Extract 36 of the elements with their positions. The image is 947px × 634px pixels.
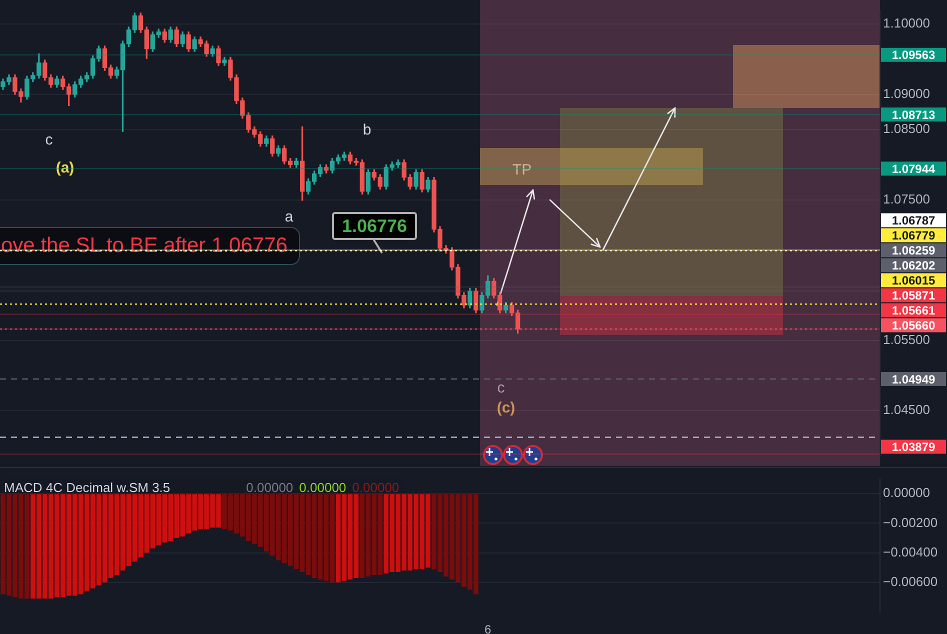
annotation: b (362, 122, 372, 138)
ref-line-label: 1.06202 (892, 258, 936, 273)
y-tick-label: 1.05500 (883, 332, 930, 347)
y-tick-label: 0.00000 (883, 485, 930, 500)
ref-line-label: 1.09563 (892, 48, 936, 62)
y-tick-label: 1.08500 (883, 121, 930, 136)
ref-line-label: 1.07944 (892, 162, 936, 176)
annotation: c (45, 132, 53, 148)
x-tick-label: 6 (484, 622, 492, 634)
y-tick-label: −0.00600 (883, 574, 938, 589)
annotation: TP (512, 162, 532, 178)
y-tick-label: −0.00400 (883, 544, 938, 560)
y-tick-label: −0.00200 (883, 514, 938, 530)
ref-line-label: 1.06259 (892, 244, 936, 258)
chart-title: MACD 4C Decimal w.SM 3.5 (4, 479, 170, 497)
ref-line-label: 1.08713 (892, 108, 936, 122)
annotation: 0.00000 (246, 479, 294, 497)
ref-line-label: 1.03879 (892, 440, 936, 454)
ref-line-label: 1.05871 (892, 288, 936, 303)
annotation: c (497, 380, 505, 396)
annotation: 0.00000 (352, 479, 400, 497)
ref-line-label: 1.06787 (892, 214, 936, 228)
annotation: (c) (496, 400, 516, 416)
y-tick-label: 1.10000 (883, 16, 930, 31)
ref-line-label: 1.06779 (892, 228, 936, 243)
annotation: 0.00000 (299, 479, 346, 497)
ref-line-label: 1.04949 (892, 372, 936, 386)
ref-line-label: 1.06015 (892, 274, 936, 288)
y-tick-label: 1.04500 (883, 402, 930, 418)
ref-line-label: 1.05661 (892, 304, 936, 318)
ref-line-label: 1.05660 (892, 318, 936, 333)
annotation: 1.06776 (332, 212, 418, 240)
annotation: (a) (56, 160, 74, 176)
y-tick-label: 1.09000 (883, 86, 930, 101)
annotation: a (284, 208, 294, 226)
y-tick-label: 1.07500 (883, 191, 930, 206)
